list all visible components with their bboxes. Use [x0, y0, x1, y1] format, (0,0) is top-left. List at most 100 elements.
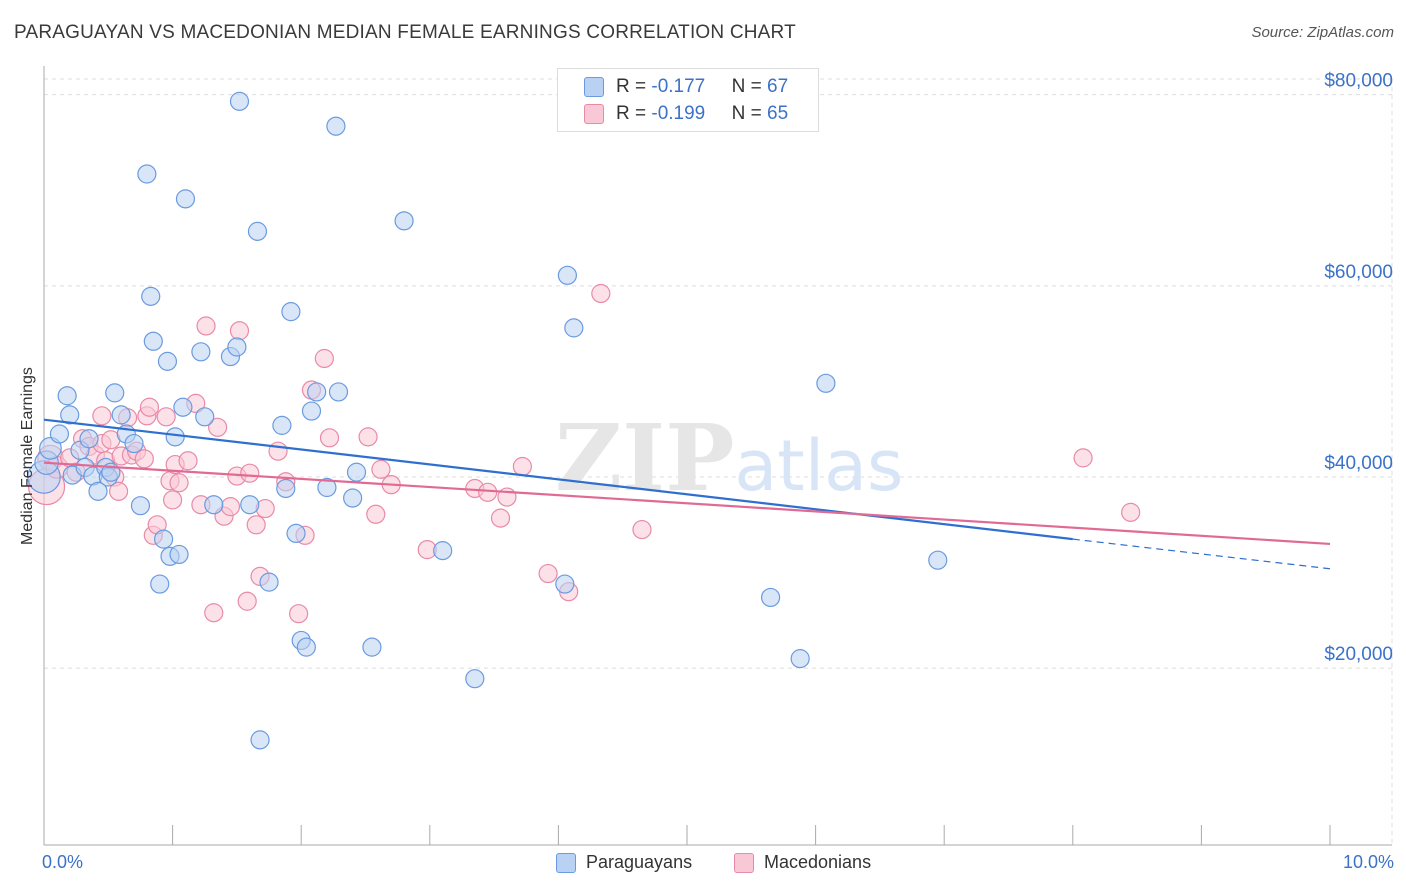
- paraguayan-trend-extension: [1072, 538, 1331, 570]
- x-tick-label-max: 10.0%: [1342, 852, 1394, 872]
- macedonian-point: [196, 316, 216, 336]
- macedonian-point: [92, 406, 112, 426]
- paraguayan-point: [564, 318, 584, 338]
- paraguayan-point: [240, 495, 260, 515]
- macedonian-point: [538, 563, 558, 584]
- y-tick-label: $20,000: [1324, 644, 1393, 665]
- y-tick-label: $40,000: [1324, 453, 1393, 474]
- paraguayan-point: [301, 401, 322, 421]
- watermark-zip: ZIP: [555, 404, 734, 512]
- paraguayan-point: [346, 462, 367, 482]
- legend-r-value: -0.199: [651, 103, 706, 124]
- paraguayan-point: [157, 351, 178, 371]
- macedonian-point: [237, 591, 257, 611]
- paraguayan-point: [276, 478, 296, 499]
- paraguayan-point: [816, 373, 836, 393]
- paraguayan-point: [296, 637, 316, 657]
- watermark: ZIPatlas: [555, 404, 904, 512]
- macedonian-point: [169, 473, 189, 493]
- paraguayan-point: [362, 637, 382, 657]
- macedonian-point: [156, 407, 176, 427]
- paraguayan-point: [433, 541, 453, 561]
- paraguayan-point: [204, 495, 224, 515]
- paraguayan-point: [57, 386, 77, 406]
- paraguayan-point: [150, 574, 170, 594]
- bottom-legend-swatch-paraguayans: [556, 853, 576, 873]
- macedonian-point: [371, 459, 391, 479]
- paraguayan-point: [259, 572, 279, 592]
- paraguayan-point: [191, 342, 211, 362]
- paraguayan-point: [328, 382, 349, 402]
- paraguayan-point: [307, 382, 327, 402]
- source-label: Source: ZipAtlas.com: [1251, 24, 1394, 41]
- paraguayan-point: [124, 433, 144, 454]
- paraguayan-point: [137, 164, 157, 184]
- paraguayan-point: [555, 574, 575, 594]
- macedonian-point: [163, 490, 183, 510]
- paraguayan-point: [928, 550, 948, 570]
- legend-r-value: -0.177: [651, 76, 706, 97]
- y-axis-label: Median Female Earnings: [19, 367, 36, 545]
- legend-n-label: N =: [731, 103, 768, 124]
- macedonian-point: [358, 427, 378, 447]
- paraguayan-point: [229, 91, 250, 111]
- macedonian-point: [478, 482, 498, 502]
- paraguayan-point: [111, 405, 131, 425]
- paraguayan-point: [790, 649, 810, 669]
- macedonian-point: [139, 397, 160, 417]
- y-tick-label: $60,000: [1324, 262, 1393, 283]
- paraguayan-point: [173, 397, 193, 417]
- macedonian-point: [591, 283, 611, 304]
- paraguayan-point: [250, 730, 270, 750]
- paraguayan-point: [317, 477, 337, 498]
- paraguayan-point: [49, 424, 70, 444]
- macedonian-point: [108, 481, 129, 501]
- paraguayan-point: [88, 481, 108, 501]
- paraguayan-point: [143, 331, 163, 351]
- paraguayan-point: [153, 529, 174, 549]
- macedonian-point: [512, 456, 532, 477]
- macedonian-point: [319, 428, 340, 448]
- paraguayan-point: [557, 265, 578, 285]
- paraguayan-point: [286, 523, 306, 544]
- paraguayan-point: [227, 337, 247, 357]
- paraguayan-point: [165, 427, 185, 447]
- legend-n-value: 65: [767, 103, 789, 124]
- macedonian-point: [229, 321, 250, 341]
- legend-r-label: R =: [616, 103, 652, 124]
- macedonian-point: [134, 449, 154, 469]
- macedonian-point: [1073, 448, 1093, 468]
- macedonian-point: [366, 504, 386, 524]
- macedonian-point: [268, 441, 288, 461]
- paraguayan-point: [465, 669, 485, 689]
- paraguayan-point: [326, 116, 346, 136]
- paraguayan-point: [60, 405, 80, 425]
- macedonian-point: [632, 519, 652, 540]
- chart-title: PARAGUAYAN VS MACEDONIAN MEDIAN FEMALE E…: [14, 22, 796, 43]
- legend-r-label: R =: [616, 76, 652, 97]
- legend-swatch-paraguayans: [584, 77, 604, 97]
- paraguayan-point: [130, 496, 151, 516]
- paraguayan-point: [281, 302, 301, 322]
- paraguayan-point: [247, 221, 268, 241]
- paraguayan-point: [79, 429, 99, 449]
- macedonian-point: [204, 603, 224, 623]
- legend-n-value: 67: [767, 76, 789, 97]
- x-tick-label-min: 0.0%: [42, 852, 84, 872]
- macedonian-point: [240, 463, 260, 483]
- macedonian-point: [178, 451, 198, 471]
- macedonian-point: [289, 604, 309, 624]
- paraguayan-point: [272, 415, 292, 435]
- paraguayan-point: [39, 436, 62, 460]
- paraguayan-point: [760, 587, 781, 608]
- paraguayan-trend-line: [43, 418, 1073, 541]
- macedonian-point: [1121, 502, 1141, 522]
- macedonian-point: [220, 497, 241, 517]
- paraguayan-point: [141, 286, 161, 306]
- macedonian-point: [314, 348, 334, 369]
- macedonian-point: [246, 515, 266, 535]
- macedonian-point: [208, 417, 228, 437]
- paraguayan-point: [169, 544, 189, 565]
- legend-n-label: N =: [731, 76, 768, 97]
